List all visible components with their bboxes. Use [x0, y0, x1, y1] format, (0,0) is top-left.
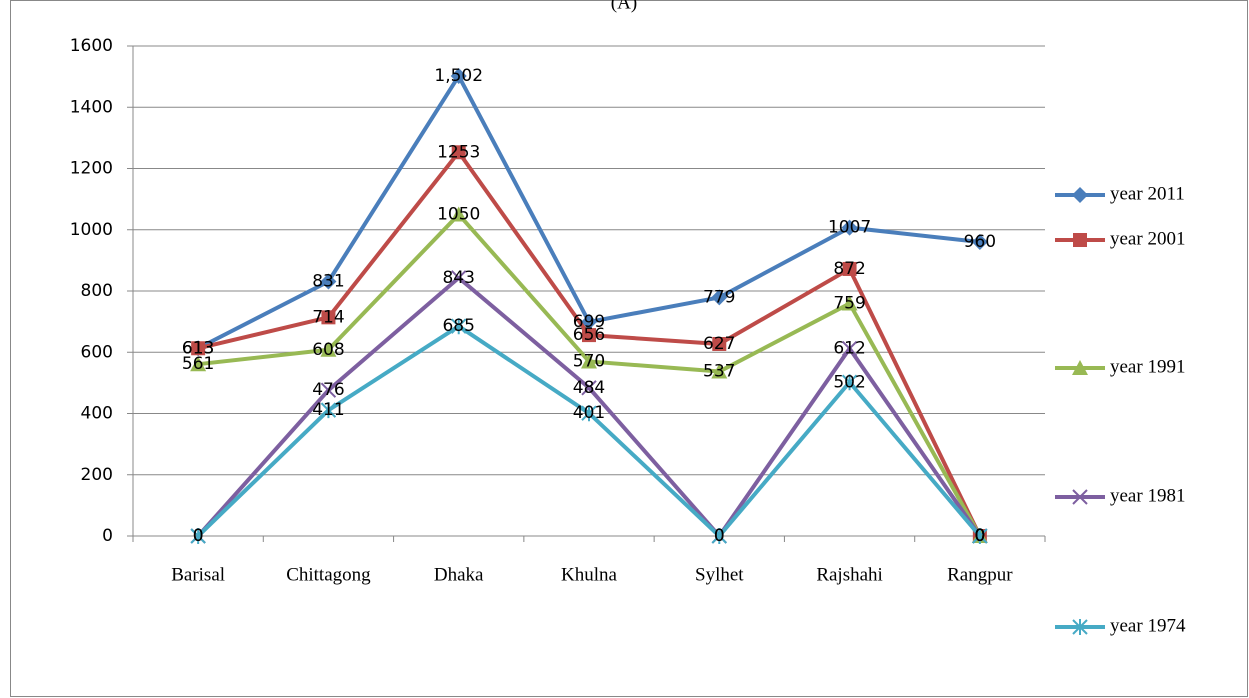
legend-label: year 2001	[1110, 228, 1185, 249]
data-label: 0	[193, 526, 204, 546]
data-label: 608	[312, 340, 344, 360]
data-label: 627	[703, 334, 735, 354]
data-label: 570	[573, 351, 605, 371]
y-tick-label: 1000	[70, 220, 113, 240]
data-label: 1007	[828, 218, 871, 238]
x-tick-label: Rajshahi	[816, 564, 883, 585]
data-label: 0	[714, 526, 725, 546]
marker	[841, 219, 858, 236]
data-label: 0	[974, 526, 985, 546]
marker	[320, 273, 337, 290]
x-tick-label: Chittagong	[286, 564, 371, 585]
legend-label: year 1981	[1110, 485, 1185, 506]
data-label: 476	[312, 380, 344, 400]
data-label: 411	[312, 400, 344, 420]
data-label: 1253	[437, 142, 480, 162]
legend-label: year 2011	[1110, 183, 1185, 204]
data-label: 401	[573, 403, 605, 423]
data-label: 699	[573, 312, 605, 332]
legend-label: year 1991	[1110, 356, 1185, 377]
chart-title: (A)	[611, 0, 637, 13]
marker	[582, 328, 596, 343]
marker	[972, 528, 988, 544]
legend-marker	[1072, 187, 1088, 203]
data-label: 872	[833, 259, 865, 279]
chart-frame	[10, 0, 1248, 697]
data-label: 1,502	[434, 66, 483, 86]
y-tick-label: 400	[81, 404, 113, 424]
legend-marker	[1073, 233, 1087, 247]
y-tick-label: 0	[102, 526, 113, 546]
x-tick-label: Khulna	[561, 564, 618, 585]
data-label: 0	[974, 526, 985, 546]
marker	[451, 270, 467, 286]
data-label: 613	[182, 338, 214, 358]
data-label: 714	[312, 307, 344, 327]
legend-marker	[1072, 619, 1088, 635]
marker	[581, 353, 597, 369]
marker	[320, 341, 337, 357]
data-label: 843	[442, 268, 474, 288]
legend-marker	[1072, 489, 1088, 505]
data-label: 759	[833, 294, 865, 314]
marker	[450, 68, 467, 85]
data-label: 0	[714, 526, 725, 546]
y-tick-label: 1600	[70, 36, 113, 56]
marker	[711, 363, 728, 379]
marker	[190, 356, 207, 372]
marker	[711, 528, 727, 544]
marker	[841, 295, 858, 311]
data-label: 656	[573, 325, 605, 345]
marker	[581, 380, 597, 396]
data-label: 1050	[437, 204, 480, 224]
legend-marker	[1072, 360, 1088, 375]
x-tick-label: Rangpur	[947, 564, 1013, 585]
y-tick-label: 600	[81, 342, 113, 362]
data-label: 613	[182, 338, 214, 358]
data-label: 0	[974, 526, 985, 546]
x-tick-label: Sylhet	[695, 564, 744, 585]
marker	[841, 374, 858, 391]
marker	[320, 382, 337, 398]
y-tick-label: 800	[81, 281, 113, 301]
legend-label: year 1974	[1110, 615, 1186, 636]
marker	[451, 145, 466, 160]
marker	[581, 313, 597, 330]
marker	[841, 340, 858, 357]
data-label: 685	[442, 316, 474, 336]
data-label: 779	[703, 287, 735, 307]
marker	[450, 206, 467, 222]
marker	[971, 234, 988, 250]
x-tick-label: Dhaka	[434, 564, 484, 585]
marker	[191, 341, 206, 356]
marker	[451, 318, 467, 335]
marker	[842, 261, 857, 276]
data-label: 831	[312, 272, 344, 292]
marker	[581, 405, 597, 422]
data-label: 561	[182, 354, 214, 374]
y-tick-label: 1400	[70, 97, 113, 117]
data-label: 484	[573, 378, 605, 398]
data-label: 960	[964, 232, 996, 252]
data-label: 502	[833, 372, 865, 392]
data-label: 537	[703, 362, 735, 382]
data-label: 612	[833, 339, 865, 359]
marker	[712, 336, 727, 351]
data-label: 0	[193, 526, 204, 546]
marker	[321, 310, 336, 325]
y-tick-label: 1200	[70, 159, 113, 179]
x-tick-label: Barisal	[171, 564, 225, 585]
marker	[320, 402, 337, 419]
marker	[190, 528, 206, 544]
data-label: 0	[974, 526, 985, 546]
marker	[711, 289, 728, 306]
y-tick-label: 200	[81, 465, 113, 485]
